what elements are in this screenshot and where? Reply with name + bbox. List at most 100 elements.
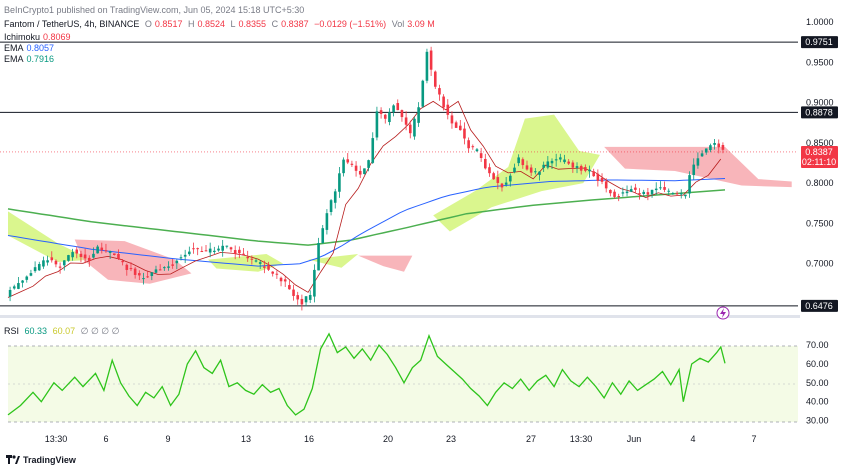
candle-body: [62, 260, 66, 266]
candle-body: [112, 253, 116, 256]
o-label: O: [144, 19, 152, 29]
candle-body: [659, 187, 662, 189]
time-tick-label: 27: [526, 434, 536, 444]
candle-body: [529, 167, 533, 173]
candle-body: [492, 173, 495, 180]
vol-value: 3.09 M: [407, 19, 435, 29]
ema2-legend[interactable]: EMA 0.7916: [4, 54, 57, 65]
candle-body: [333, 191, 337, 203]
candle-body: [179, 257, 183, 259]
candle-body: [238, 249, 241, 254]
l-label: L: [230, 19, 236, 29]
time-tick-label: 23: [446, 434, 456, 444]
cloud-green-segment: [433, 114, 600, 232]
candle-body: [292, 289, 295, 296]
candle-body: [388, 112, 391, 123]
tradingview-footer[interactable]: TradingView: [6, 455, 76, 465]
rsi-tick-label: 40.00: [806, 397, 829, 407]
rsi-legend[interactable]: RSI 60.33 60.07 ∅ ∅ ∅ ∅: [4, 326, 123, 337]
cloud-green-segment: [308, 254, 359, 268]
candle-body: [625, 191, 629, 194]
time-tick-label: 4: [690, 434, 695, 444]
symbol-name[interactable]: Fantom / TetherUS, 4h, BINANCE: [4, 19, 140, 29]
rsi-settings-dots[interactable]: ∅ ∅ ∅ ∅: [80, 326, 120, 336]
ema1-legend[interactable]: EMA 0.8057: [4, 43, 57, 54]
candle-body: [442, 96, 445, 108]
candle-body: [8, 289, 12, 297]
ichimoku-cloud: [8, 114, 792, 284]
candle-body: [33, 267, 37, 272]
candle-body: [567, 161, 570, 164]
candle-body: [396, 103, 400, 111]
candle-body: [87, 257, 91, 261]
candle-body: [304, 296, 308, 303]
candle-body: [325, 213, 329, 230]
candle-body: [83, 254, 87, 259]
price-tick-label: 0.9000: [806, 98, 834, 108]
candle-body: [617, 196, 621, 198]
candle-body: [213, 250, 216, 253]
candle-body: [563, 159, 566, 163]
candle-body: [196, 248, 199, 250]
level-price-tag: [801, 106, 838, 119]
candle-body: [108, 251, 112, 253]
candle-body: [275, 273, 279, 275]
candle-body: [713, 143, 716, 145]
candle-body: [79, 253, 83, 258]
candle-body: [429, 50, 433, 70]
ema1-value: 0.8057: [26, 43, 55, 53]
candle-body: [463, 128, 466, 139]
candle-body: [688, 175, 691, 194]
candle-body: [338, 173, 341, 192]
tradingview-logo-icon: [6, 455, 20, 464]
candle-body: [408, 124, 412, 134]
candle-body: [254, 260, 258, 262]
price-tick-label: 0.8500: [806, 138, 834, 148]
candle-body: [279, 277, 283, 282]
ema1-label: EMA: [4, 43, 24, 53]
candle-body: [709, 145, 712, 151]
h-label: H: [187, 19, 195, 29]
candle-body: [221, 245, 224, 251]
candle-body: [138, 273, 141, 276]
o-value: 0.8517: [154, 19, 183, 29]
rsi-line: [7, 332, 726, 416]
c-label: C: [271, 19, 279, 29]
candle-body: [46, 260, 49, 263]
candle-body: [421, 80, 425, 107]
candle-body: [121, 260, 124, 263]
candle-body: [546, 161, 550, 168]
ema2-label: EMA: [4, 54, 24, 64]
candle-body: [300, 298, 304, 305]
last-price-tag: [801, 145, 838, 168]
candle-body: [67, 255, 70, 261]
time-tick-label: 20: [383, 434, 393, 444]
candle-body: [192, 248, 195, 250]
candle-body: [317, 243, 320, 271]
rsi-tick-label: 70.00: [806, 340, 829, 350]
candle-body: [233, 250, 237, 254]
candle-body: [704, 148, 708, 153]
candle-body: [433, 71, 437, 87]
candle-body: [367, 160, 370, 168]
candle-body: [684, 194, 687, 197]
candle-body: [42, 260, 45, 267]
candle-body: [208, 248, 212, 253]
candle-body: [54, 260, 58, 265]
candle-body: [629, 189, 633, 192]
candle-body: [504, 182, 508, 185]
rsi-value: 60.33: [24, 326, 48, 336]
candle-body: [288, 285, 291, 290]
candle-body: [621, 192, 625, 194]
candle-body: [363, 168, 366, 175]
candle-body: [663, 187, 666, 190]
ema-green-line: [7, 189, 726, 246]
candle-body: [142, 278, 145, 280]
ichimoku-legend[interactable]: Ichimoku 0.8069: [4, 32, 74, 43]
candle-body: [675, 193, 679, 195]
level-price-label: 0.8878: [805, 107, 833, 117]
candle-body: [613, 191, 616, 197]
price-tick-label: 0.9500: [806, 57, 834, 67]
candle-body: [200, 251, 204, 253]
